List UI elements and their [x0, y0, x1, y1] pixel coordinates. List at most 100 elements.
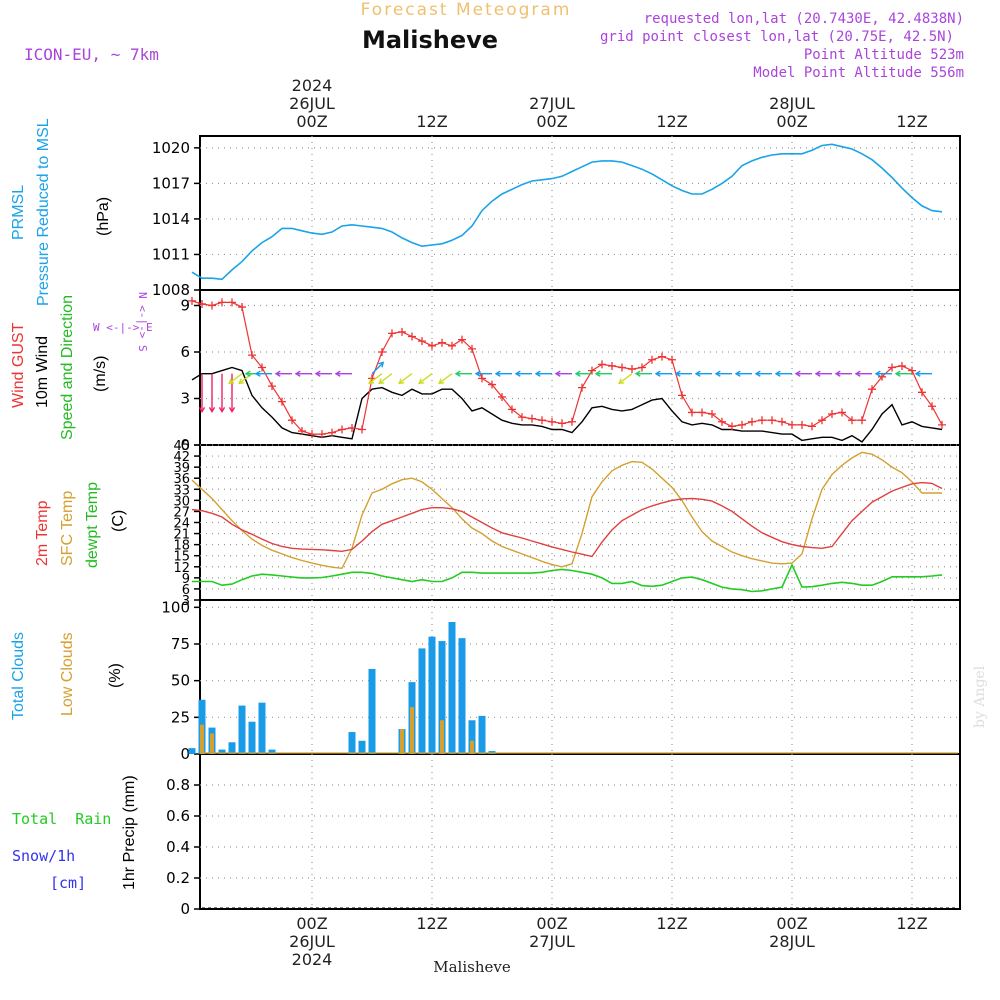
y-tick-label: 0.2	[166, 869, 190, 887]
wind-arrow-head	[294, 370, 301, 377]
gust-marker	[538, 416, 546, 425]
y-tick-label: 24	[173, 517, 190, 532]
gust-marker	[298, 427, 306, 436]
wind-arrow-head	[254, 370, 261, 377]
y-tick-label: 36	[173, 472, 190, 487]
wind-direction-arrow	[198, 373, 206, 414]
total-cloud-bar	[268, 749, 276, 754]
wind-direction-arrow	[208, 373, 216, 414]
wind-arrow-head	[438, 378, 445, 385]
wind-direction-arrow	[874, 370, 892, 377]
wind-direction-arrow	[734, 370, 752, 377]
y-tick-label: 39	[173, 461, 190, 476]
wind-direction-arrow	[368, 373, 383, 385]
gust-marker	[658, 352, 666, 361]
panel-frame	[199, 599, 961, 755]
gust-marker	[688, 408, 696, 417]
grid-point-location: grid point closest lon,lat (20.75E, 42.5…	[600, 29, 954, 45]
bottom-time-label: 00Z	[776, 914, 807, 933]
gust-marker	[618, 363, 626, 372]
gust-marker	[638, 363, 646, 372]
temp-unit: (C)	[110, 510, 127, 532]
wind-compass-vertical: N <-|-> S	[136, 292, 149, 352]
pressure-label-2: Pressure Reduced to MSL	[35, 118, 52, 306]
total-cloud-bar	[218, 749, 226, 754]
wind-direction-arrow	[228, 373, 243, 385]
top-time-label: 12Z	[416, 112, 447, 131]
wind-unit: (m/s)	[92, 356, 109, 392]
gust-marker	[598, 360, 606, 369]
gust-marker	[728, 422, 736, 431]
wind-direction-arrow	[418, 373, 433, 385]
snow-label: Snow/1h	[12, 847, 75, 865]
bottom-time-label: 12Z	[896, 914, 927, 933]
wind-arrow-head	[378, 378, 385, 385]
cloud-unit: (%)	[107, 663, 124, 688]
wind-arrow-head	[514, 370, 521, 377]
chart-subtitle: Forecast Meteogram	[361, 0, 572, 20]
gust-marker	[768, 416, 776, 425]
wind-arrow-head	[244, 370, 251, 377]
top-time-label: 00Z	[296, 112, 327, 131]
bottom-time-label: 12Z	[656, 914, 687, 933]
wind-direction-arrow	[914, 370, 932, 377]
wind-direction-arrow	[474, 370, 492, 377]
bottom-time-label: 00Z	[296, 914, 327, 933]
y-tick-label: 18	[173, 539, 190, 554]
credit-watermark: by Angel	[972, 665, 988, 728]
y-tick-label: 9	[182, 572, 190, 587]
gust-marker	[248, 351, 256, 360]
low-cloud-bar	[410, 707, 414, 754]
gust-marker	[808, 422, 816, 431]
gust-marker	[888, 363, 896, 372]
wind-arrow-head	[814, 370, 821, 377]
direction-label: Speed and Direction	[59, 295, 76, 440]
wind-arrow-head	[574, 370, 581, 377]
wind-direction-arrow	[594, 370, 612, 377]
wind-arrow-head	[218, 407, 226, 414]
bottom-time-label: 26JUL	[289, 932, 335, 951]
gust-marker	[518, 413, 526, 422]
panel-frame	[199, 289, 961, 446]
y-tick-label: 42	[173, 450, 190, 465]
y-tick-label: 50	[171, 672, 190, 690]
y-tick-label: 33	[173, 483, 190, 498]
wind-arrow-shaft	[398, 373, 413, 384]
wind-arrow-head	[334, 370, 341, 377]
y-tick-label: 27	[173, 505, 190, 520]
top-time-label: 00Z	[536, 112, 567, 131]
wind-direction-arrow	[228, 373, 236, 414]
wind-direction-arrow	[694, 370, 712, 377]
gust-marker	[408, 332, 416, 341]
low-cloud-bar	[200, 724, 204, 754]
low-cloud-bar	[470, 740, 474, 754]
gust-marker	[418, 337, 426, 346]
gust-marker	[818, 416, 826, 425]
wind-arrow-head	[854, 370, 861, 377]
wind-arrow-head	[208, 407, 216, 414]
wind-arrow-shaft	[438, 373, 453, 384]
wind-direction-arrow	[314, 370, 332, 377]
sfc-temp-line	[191, 451, 942, 570]
rain-label: Total Rain	[12, 810, 111, 828]
wind-arrow-head	[534, 370, 541, 377]
wind-arrow-head	[418, 378, 425, 385]
precip-unit: 1hr Precip (mm)	[121, 775, 138, 890]
total-cloud-bar	[428, 636, 436, 754]
wind-direction-arrow	[754, 370, 772, 377]
gust-marker	[848, 416, 856, 425]
wind-arrow-head	[794, 370, 801, 377]
gust-marker	[858, 416, 866, 425]
gust-marker	[288, 416, 296, 425]
wind-arrow-head	[894, 370, 901, 377]
wind-direction-arrow	[554, 370, 572, 377]
wind-direction-arrow	[438, 373, 453, 385]
wind-direction-arrow	[634, 370, 652, 377]
gust-marker	[548, 417, 556, 426]
gust-label: Wind GUST	[10, 322, 27, 408]
wind-direction-arrow	[218, 373, 226, 414]
gust-marker	[708, 410, 716, 418]
total-cloud-bar	[418, 648, 426, 754]
gust-marker	[828, 410, 836, 418]
